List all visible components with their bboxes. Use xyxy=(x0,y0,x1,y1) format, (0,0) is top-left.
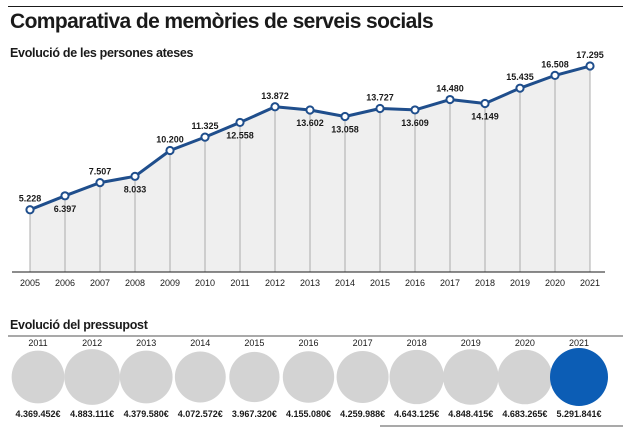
budget-bubble xyxy=(11,350,65,404)
budget-bubble xyxy=(119,350,173,404)
x-tick-label: 2017 xyxy=(440,278,460,288)
x-tick-label: 2012 xyxy=(265,278,285,288)
page-title: Comparativa de memòries de serveis socia… xyxy=(10,10,434,33)
budget-year-label: 2017 xyxy=(353,338,373,348)
data-point xyxy=(95,177,105,188)
people-served-line-chart: 5.228 2005 6.397 2006 7.507 2007 8.033 2008 10.2… xyxy=(12,50,605,288)
budget-bubble xyxy=(497,349,553,405)
value-label: 14.149 xyxy=(471,111,499,121)
data-point xyxy=(200,132,210,142)
budget-year-label: 2018 xyxy=(407,338,427,348)
value-label: 13.058 xyxy=(331,124,359,134)
data-point xyxy=(550,70,560,80)
value-label: 10.200 xyxy=(156,135,184,145)
budget-year-label: 2019 xyxy=(461,338,481,348)
value-label: 13.872 xyxy=(261,91,289,101)
data-point xyxy=(305,105,315,115)
budget-value-label: 4.155.080€ xyxy=(286,409,331,419)
data-point xyxy=(270,102,280,112)
budget-bubble xyxy=(389,349,444,405)
budget-bubble xyxy=(229,351,280,403)
value-label: 13.602 xyxy=(296,118,324,128)
budget-year-label: 2013 xyxy=(136,338,156,348)
top-rule xyxy=(8,6,623,7)
line-chart-title: Evolució de les persones ateses xyxy=(10,46,194,60)
budget-value-label: 3.967.320€ xyxy=(232,409,277,419)
data-point xyxy=(515,83,525,93)
budget-bubble xyxy=(443,349,499,405)
data-point xyxy=(480,98,490,109)
budget-value-label: 4.259.988€ xyxy=(340,409,385,419)
budget-value-label: 4.643.125€ xyxy=(394,409,439,419)
budget-value-label: 5.291.841€ xyxy=(556,409,601,419)
budget-year-label: 2020 xyxy=(515,338,535,348)
x-tick-label: 2021 xyxy=(580,278,600,288)
budget-value-label: 4.683.265€ xyxy=(502,409,547,419)
value-label: 16.508 xyxy=(541,59,569,69)
budget-year-label: 2012 xyxy=(82,338,102,348)
x-tick-label: 2016 xyxy=(405,278,425,288)
data-point xyxy=(25,205,35,215)
budget-value-label: 4.072.572€ xyxy=(178,409,223,419)
value-label: 13.727 xyxy=(366,93,394,103)
x-tick-label: 2007 xyxy=(90,278,110,288)
x-tick-label: 2009 xyxy=(160,278,180,288)
x-tick-label: 2008 xyxy=(125,278,145,288)
budget-year-label: 2021 xyxy=(569,338,589,348)
budget-year-label: 2011 xyxy=(28,338,47,348)
value-label: 15.435 xyxy=(506,72,534,82)
x-tick-label: 2011 xyxy=(230,278,249,288)
value-label: 17.295 xyxy=(576,50,604,60)
x-tick-label: 2019 xyxy=(510,278,530,288)
x-tick-label: 2020 xyxy=(545,278,565,288)
budget-value-label: 4.848.415€ xyxy=(448,409,493,419)
x-tick-label: 2006 xyxy=(55,278,75,288)
budget-bubble xyxy=(64,349,120,405)
budget-value-label: 4.369.452€ xyxy=(15,409,60,419)
value-label: 7.507 xyxy=(89,167,112,177)
budget-value-label: 4.379.580€ xyxy=(124,409,169,419)
data-point xyxy=(445,94,455,105)
value-label: 5.228 xyxy=(19,194,42,204)
budget-year-label: 2015 xyxy=(244,338,264,348)
data-point xyxy=(165,145,175,156)
value-label: 13.609 xyxy=(401,118,429,128)
value-label: 14.480 xyxy=(436,84,464,94)
data-point xyxy=(410,105,420,115)
x-tick-label: 2010 xyxy=(195,278,215,288)
budget-bubble xyxy=(174,351,226,403)
value-label: 8.033 xyxy=(124,184,147,194)
data-point xyxy=(60,191,70,201)
budget-year-label: 2014 xyxy=(190,338,210,348)
data-point xyxy=(585,61,595,71)
x-tick-label: 2015 xyxy=(370,278,390,288)
budget-year-label: 2016 xyxy=(298,338,318,348)
budget-chart-title: Evolució del pressupost xyxy=(10,318,148,332)
data-point xyxy=(340,111,350,122)
value-label: 6.397 xyxy=(54,204,77,214)
data-point xyxy=(375,103,385,114)
budget-bubble xyxy=(550,348,608,406)
data-point xyxy=(235,117,245,128)
budget-bubble xyxy=(336,350,389,404)
x-tick-label: 2005 xyxy=(20,278,40,288)
budget-value-label: 4.883.111€ xyxy=(70,409,114,419)
value-label: 11.325 xyxy=(191,121,218,131)
budget-bubble xyxy=(282,351,335,403)
value-label: 12.558 xyxy=(226,130,254,140)
x-tick-label: 2013 xyxy=(300,278,320,288)
data-point xyxy=(130,171,140,181)
x-tick-label: 2018 xyxy=(475,278,495,288)
x-tick-label: 2014 xyxy=(335,278,355,288)
